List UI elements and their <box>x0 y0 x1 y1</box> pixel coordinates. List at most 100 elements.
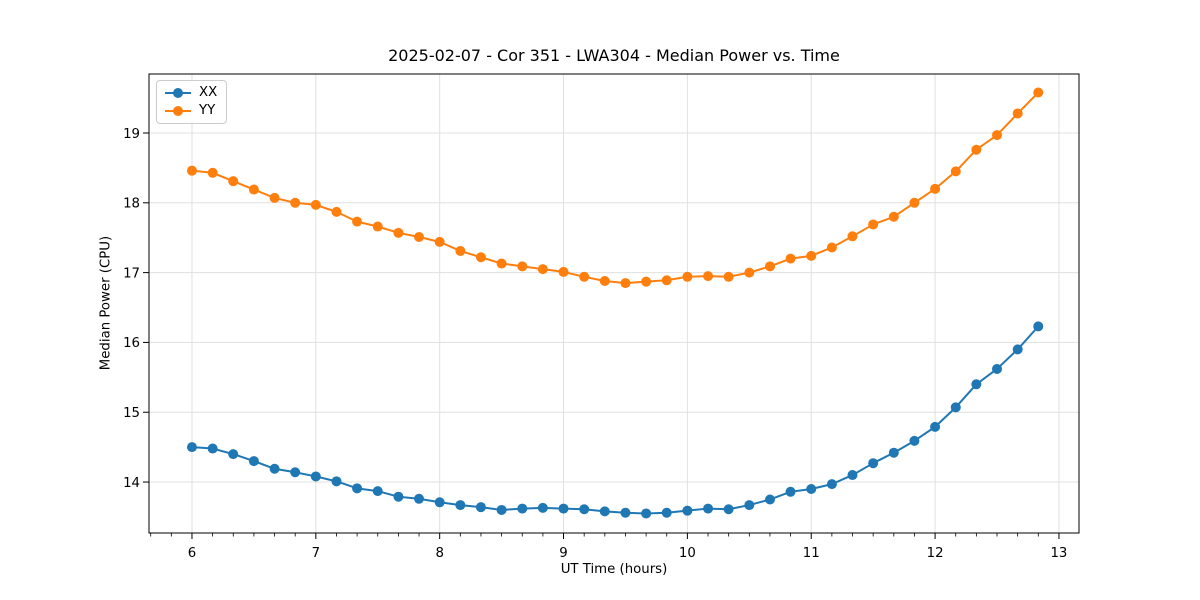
series-yy-line <box>190 91 1040 285</box>
series-yy-marker <box>620 278 631 289</box>
series-xx-marker <box>352 483 363 494</box>
series-yy-marker <box>372 221 383 232</box>
series-yy-marker <box>434 236 445 247</box>
series-xx-marker <box>723 504 734 515</box>
axes-spines <box>148 73 1080 534</box>
series-yy-marker <box>537 264 548 275</box>
series-xx-marker <box>537 502 548 513</box>
series-xx-marker <box>992 363 1003 374</box>
y-tick-label: 15 <box>123 406 140 421</box>
x-axis-label: UT Time (hours) <box>560 562 668 577</box>
series-yy-marker <box>950 166 961 177</box>
series-xx-marker <box>475 502 486 513</box>
x-tick-label: 10 <box>679 546 696 561</box>
series-yy-marker <box>413 232 424 243</box>
series-yy-marker <box>744 267 755 278</box>
series-yy-marker <box>703 271 714 282</box>
series-yy-marker <box>723 271 734 282</box>
series-xx-marker <box>413 493 424 504</box>
x-tick-label: 9 <box>559 546 567 561</box>
series-yy-marker <box>992 130 1003 141</box>
series-xx-marker <box>290 467 301 478</box>
series-yy-marker <box>248 184 259 195</box>
series-yy-marker <box>352 216 363 227</box>
series-xx-marker <box>599 506 610 517</box>
legend-label-xx: XX <box>199 85 218 100</box>
series-yy-marker <box>228 176 239 187</box>
series-yy-marker <box>785 253 796 264</box>
legend-marker-xx-icon <box>165 88 191 98</box>
series-yy-marker <box>971 144 982 155</box>
series-xx-marker <box>207 443 218 454</box>
series-xx-marker <box>434 497 445 508</box>
series-yy-marker <box>310 199 321 210</box>
x-tick-label: 13 <box>1050 546 1067 561</box>
series-yy-marker <box>269 192 280 203</box>
series-xx-marker <box>909 435 920 446</box>
series-xx-marker <box>558 503 569 514</box>
chart-title: 2025-02-07 - Cor 351 - LWA304 - Median P… <box>388 46 840 65</box>
series-yy-marker <box>517 261 528 272</box>
series-xx-marker <box>764 494 775 505</box>
series-yy-marker <box>909 197 920 208</box>
x-tick-label: 7 <box>312 546 320 561</box>
x-tick-label: 8 <box>435 546 443 561</box>
series-xx-marker <box>785 486 796 497</box>
series-yy-marker <box>1012 108 1023 119</box>
series-xx-marker <box>971 379 982 390</box>
series-xx-marker <box>393 491 404 502</box>
series-xx-marker <box>950 402 961 413</box>
series-xx-marker <box>682 505 693 516</box>
x-tick-label: 12 <box>927 546 944 561</box>
series-xx-marker <box>930 421 941 432</box>
series-xx-marker <box>868 458 879 469</box>
series-xx-marker <box>806 484 817 495</box>
series-yy-marker <box>826 242 837 253</box>
series-xx-marker <box>455 500 466 511</box>
series-yy-marker <box>496 258 507 269</box>
series-xx-marker <box>310 471 321 482</box>
series-yy-marker <box>641 276 652 287</box>
series-yy-marker <box>475 252 486 263</box>
series-xx-marker <box>579 504 590 515</box>
series-yy-marker <box>331 206 342 217</box>
series-yy-marker <box>558 266 569 277</box>
series-xx-line <box>190 325 1040 515</box>
y-tick-label: 18 <box>123 197 140 212</box>
series-xx-marker <box>186 442 197 453</box>
series-yy-marker <box>393 227 404 238</box>
series-xx-marker <box>661 507 672 518</box>
series-xx-marker <box>228 449 239 460</box>
y-axis-label: Median Power (CPU) <box>98 235 114 371</box>
series-xx-marker <box>269 463 280 474</box>
legend-item-xx: XX <box>164 86 217 100</box>
y-tick-label: 19 <box>123 127 140 142</box>
y-tick-label: 16 <box>123 336 140 351</box>
series-xx-marker <box>1033 321 1044 332</box>
series-yy-marker <box>186 165 197 176</box>
series-xx-marker <box>620 507 631 518</box>
series-yy-marker <box>207 167 218 178</box>
series-yy-marker <box>764 261 775 272</box>
series-xx-marker <box>888 447 899 458</box>
legend-item-yy: YY <box>164 104 217 118</box>
series-xx-marker <box>744 500 755 511</box>
series-yy-marker <box>868 219 879 230</box>
series-yy-marker <box>888 211 899 222</box>
series-yy-marker <box>1033 87 1044 98</box>
series-yy-marker <box>682 271 693 282</box>
x-tick-label: 11 <box>803 546 820 561</box>
series-xx-marker <box>847 470 858 481</box>
series-xx-marker <box>1012 344 1023 355</box>
series-xx-marker <box>372 486 383 497</box>
series-xx-marker <box>703 503 714 514</box>
series-xx-marker <box>641 508 652 519</box>
series-xx-marker <box>248 456 259 467</box>
series-yy-marker <box>455 245 466 256</box>
series-yy-marker <box>579 271 590 282</box>
series-xx-marker <box>517 503 528 514</box>
series-xx-marker <box>826 479 837 490</box>
series-yy-marker <box>806 250 817 261</box>
